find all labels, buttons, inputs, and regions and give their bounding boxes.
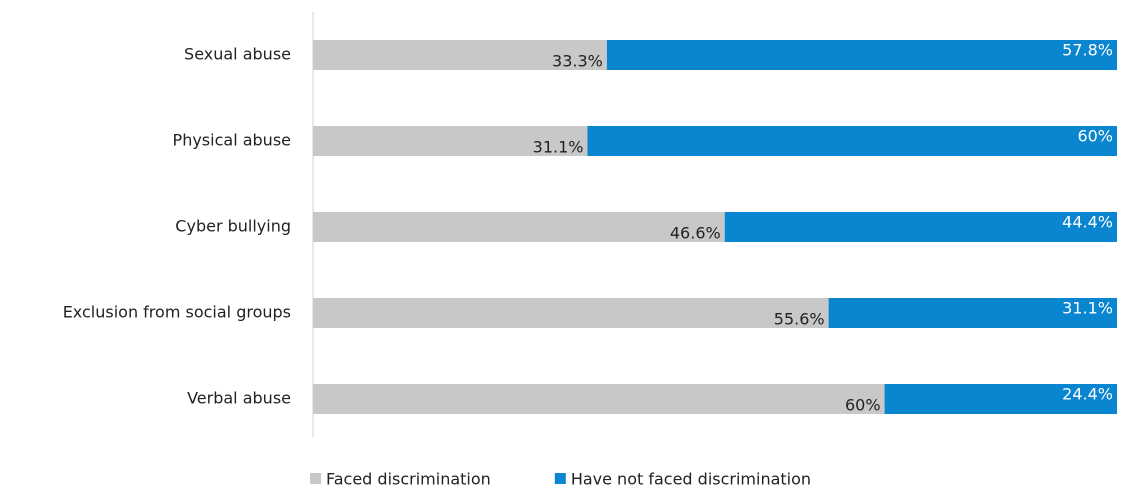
value-label: 44.4% (1062, 213, 1113, 232)
bar-segment (313, 212, 725, 242)
value-label: 57.8% (1062, 41, 1113, 60)
value-label: 24.4% (1062, 385, 1113, 404)
bar-segment (724, 212, 1117, 242)
value-label: 55.6% (774, 310, 825, 329)
bar-segment (606, 40, 1117, 70)
legend-swatch (554, 473, 566, 484)
y-tick-label: Verbal abuse (187, 389, 291, 408)
bar-segment (313, 384, 885, 414)
bar-segment (313, 298, 829, 328)
legend-label: Faced discrimination (326, 470, 491, 489)
value-label: 33.3% (552, 52, 603, 71)
value-label: 31.1% (1062, 299, 1113, 318)
legend-swatch (310, 473, 321, 484)
y-tick-label: Physical abuse (173, 131, 291, 150)
bar-segment (313, 126, 588, 156)
y-tick-label: Sexual abuse (184, 45, 291, 64)
bar-segment (313, 40, 607, 70)
value-label: 46.6% (670, 224, 721, 243)
value-label: 60% (1077, 127, 1113, 146)
bar-segment (828, 298, 1117, 328)
y-tick-label: Cyber bullying (175, 217, 291, 236)
value-label: 60% (845, 396, 881, 415)
bar-segment (884, 384, 1117, 414)
value-label: 31.1% (533, 138, 584, 157)
y-tick-label: Exclusion from social groups (63, 303, 291, 322)
legend-label: Have not faced discrimination (571, 470, 811, 489)
bar-segment (587, 126, 1117, 156)
